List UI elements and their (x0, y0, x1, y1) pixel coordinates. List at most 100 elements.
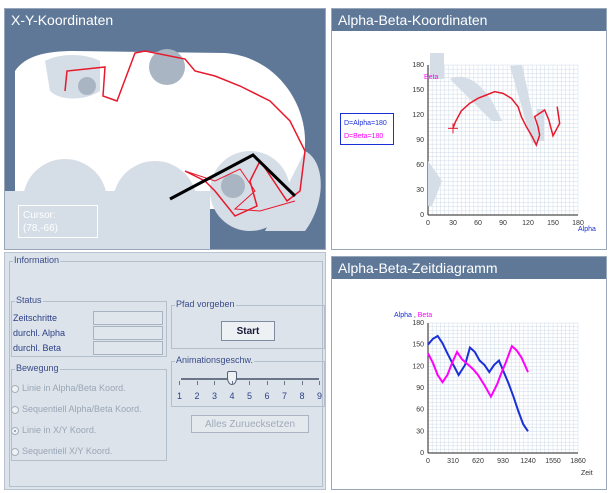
time-grid (427, 322, 579, 454)
time-y-tick-label: 0 (420, 450, 424, 457)
time-series-beta (427, 344, 529, 399)
time-series-layer (427, 334, 529, 432)
time-legend-alpha: Alpha (394, 312, 412, 319)
speed-tick-mark (214, 381, 215, 385)
time-chart[interactable]: 0 310 620 930 1240 1550 1860 0 30 60 90 120 150 180 A… (332, 279, 607, 490)
time-x-tick-label: 0 (426, 458, 430, 465)
ab-y-tick-label: 150 (412, 87, 424, 94)
speed-tick-label: 8 (299, 391, 305, 401)
ab-x-tick-label: 30 (449, 220, 457, 227)
status-label: Status (15, 295, 43, 305)
movement-option-label: Linie in Alpha/Beta Koord. (22, 383, 126, 393)
status-field-value (93, 326, 163, 340)
time-y-tick-label: 60 (416, 407, 424, 414)
radio-button[interactable] (11, 447, 19, 456)
alpha-beta-chart[interactable]: 0 30 60 90 120 150 180 0 30 60 90 120 150 180 Beta Al… (332, 31, 607, 250)
speed-tick-mark (319, 381, 320, 385)
ab-legend-alpha: D=Alpha=180 (344, 120, 387, 127)
time-y-tick-label: 150 (412, 342, 424, 349)
movement-option[interactable]: Linie in X/Y Koord. (11, 425, 96, 439)
control-area: Information Status Zeitschritte durchl. A… (4, 252, 326, 490)
speed-tick-label: 7 (282, 391, 288, 401)
cursor-readout: Cursor: (78,-66) (18, 205, 98, 238)
xy-coordinates-panel: X-Y-Koordinaten Cursor: (78,-66) (4, 8, 326, 250)
status-field-value (93, 341, 163, 355)
ab-series-layer (448, 90, 561, 147)
speed-tick-label: 6 (264, 391, 270, 401)
speed-tick-label: 3 (212, 391, 218, 401)
time-y-tick-label: 90 (416, 385, 424, 392)
speed-slider-track[interactable] (181, 378, 319, 380)
time-x-tick-label: 1550 (545, 458, 561, 465)
ab-tick-labels: 0 30 60 90 120 150 180 0 30 60 90 120 150 180 (412, 62, 584, 227)
ab-y-tick-label: 0 (420, 212, 424, 219)
radio-button[interactable] (11, 426, 19, 435)
time-panel-title: Alpha-Beta-Zeitdiagramm (332, 257, 606, 279)
status-field-label: durchl. Alpha (13, 328, 66, 338)
ab-x-tick-label: 90 (499, 220, 507, 227)
status-field-label: durchl. Beta (13, 343, 62, 353)
speed-tick-label: 9 (317, 391, 323, 401)
ab-x-tick-label: 60 (474, 220, 482, 227)
time-legend-sep: , (414, 312, 416, 319)
time-x-tick-label: 930 (497, 458, 509, 465)
ab-grid (427, 64, 579, 216)
speed-tick-mark (179, 381, 180, 385)
movement-label: Bewegung (15, 363, 60, 373)
ab-y-tick-label: 90 (416, 137, 424, 144)
time-legend-beta: Beta (418, 312, 433, 319)
time-tick-labels: 0 310 620 930 1240 1550 1860 0 30 60 90 120 150 180 (412, 320, 586, 465)
speed-tick-mark (196, 381, 198, 385)
ab-y-tick-label: 30 (416, 187, 424, 194)
status-group (11, 301, 167, 357)
alpha-beta-panel: Alpha-Beta-Koordinaten 0 30 60 90 120 150 180 0… (331, 8, 607, 250)
status-field-value (93, 311, 163, 325)
movement-option-label: Linie in X/Y Koord. (22, 425, 97, 435)
ab-x-tick-label: 180 (572, 220, 584, 227)
time-x-tick-label: 620 (472, 458, 484, 465)
xy-panel-title: X-Y-Koordinaten (5, 9, 325, 31)
time-y-tick-label: 180 (412, 320, 424, 327)
movement-option-label: Sequentiell Alpha/Beta Koord. (22, 404, 142, 414)
time-x-tick-label: 310 (447, 458, 459, 465)
radio-button[interactable] (11, 384, 19, 393)
speed-tick-label: 4 (229, 391, 235, 401)
ab-legend-beta: D=Beta=180 (344, 133, 384, 140)
speed-tick-label: 5 (247, 391, 253, 401)
time-legend: Alpha , Beta (394, 312, 432, 319)
xy-workspace[interactable] (5, 31, 326, 250)
ab-y-tick-label: 60 (416, 162, 424, 169)
path-group-label: Pfad vorgeben (175, 299, 236, 309)
ab-obstacles (428, 53, 544, 206)
movement-group (11, 369, 167, 461)
movement-option-label: Sequentiell X/Y Koord. (22, 446, 113, 456)
information-group (9, 261, 323, 487)
ab-x-tick-label: 120 (522, 220, 534, 227)
ab-y-tick-label: 180 (412, 62, 424, 69)
speed-tick-mark (301, 381, 303, 385)
ab-x-axis-name: Alpha (578, 226, 596, 233)
ab-path-line (452, 90, 561, 147)
time-y-tick-label: 30 (416, 428, 424, 435)
cursor-value: (78,-66) (23, 223, 59, 234)
reset-all-button[interactable]: Alles Zuruecksetzen (191, 415, 309, 433)
ab-y-axis-name: Beta (424, 74, 439, 81)
speed-tick-mark (249, 381, 250, 385)
time-x-tick-label: 1240 (520, 458, 536, 465)
movement-option[interactable]: Sequentiell Alpha/Beta Koord. (11, 404, 142, 418)
path-group (171, 305, 325, 349)
movement-option[interactable]: Linie in Alpha/Beta Koord. (11, 383, 126, 397)
ab-legend-box: D=Alpha=180 D=Beta=180 (340, 113, 394, 145)
alpha-beta-time-panel: Alpha-Beta-Zeitdiagramm 0 310 620 930 1240 15… (331, 256, 607, 490)
information-label: Information (13, 255, 61, 265)
cursor-label: Cursor: (23, 210, 56, 221)
start-button[interactable]: Start (221, 321, 275, 341)
speed-tick-label: 2 (194, 391, 200, 401)
ab-x-tick-label: 0 (426, 220, 430, 227)
speed-tick-label: 1 (177, 391, 183, 401)
radio-button[interactable] (11, 405, 19, 414)
movement-option[interactable]: Sequentiell X/Y Koord. (11, 446, 112, 460)
time-x-axis-name: Zeit (581, 470, 593, 477)
status-field-label: Zeitschritte (13, 313, 58, 323)
time-series-alpha (427, 334, 529, 432)
